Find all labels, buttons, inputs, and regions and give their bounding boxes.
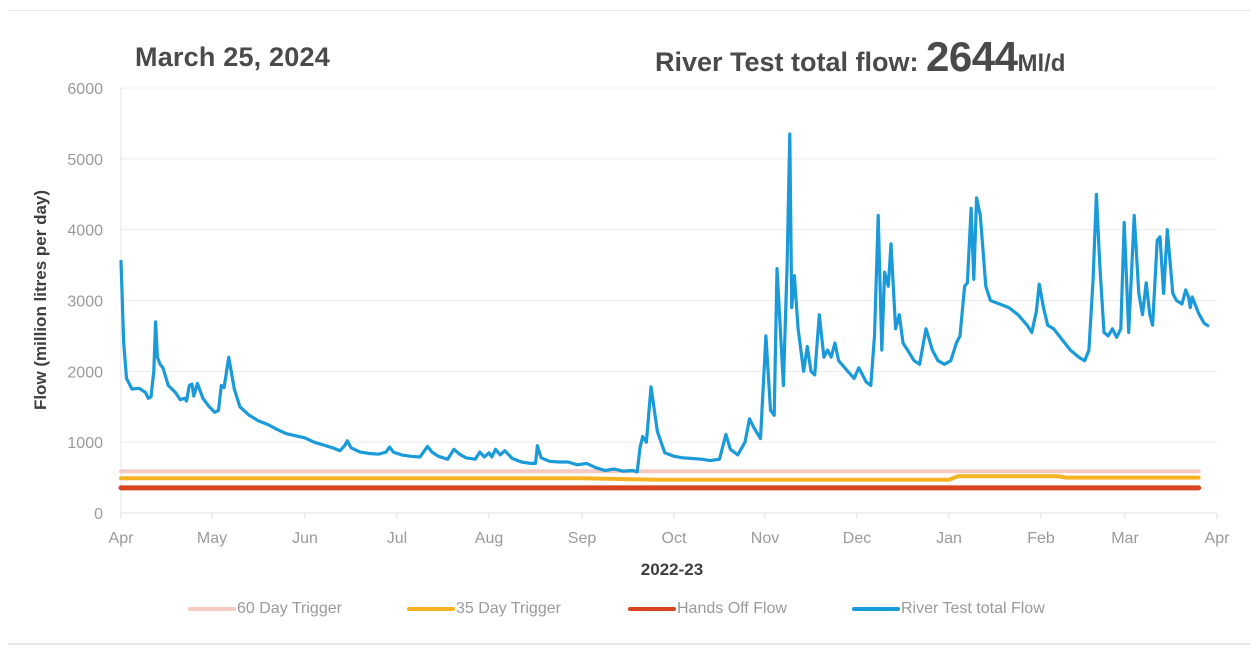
x-tick-label: Mar [1111, 530, 1139, 547]
x-tick-label: Oct [662, 530, 687, 547]
y-tick-label: 1000 [67, 435, 103, 452]
flow-title-unit: Ml/d [1017, 50, 1066, 77]
x-axis-ticks: Apr May Jun Jul Aug Sep Oct Nov Dec Jan Feb Mar Apr [109, 530, 1231, 547]
x-tick-label: May [197, 530, 227, 547]
chart-frame [8, 10, 1250, 645]
gridlines [120, 87, 1218, 519]
x-tick-label: Feb [1027, 530, 1055, 547]
flow-title-value: 2644 [926, 33, 1018, 80]
chart-legend: 60 Day Trigger 35 Day Trigger Hands Off … [0, 600, 1258, 622]
y-axis-label: Flow (million litres per day) [31, 190, 50, 410]
legend-item-60-day-trigger[interactable]: 60 Day Trigger [188, 600, 342, 618]
x-tick-label: Dec [843, 530, 871, 547]
x-tick-label: Apr [1205, 530, 1231, 547]
x-tick-label: Nov [751, 530, 779, 547]
series-lines [118, 132, 1210, 491]
x-tick-label: Sep [568, 530, 597, 547]
legend-item-35-day-trigger[interactable]: 35 Day Trigger [407, 600, 561, 618]
legend-label: River Test total Flow [901, 600, 1045, 617]
x-tick-label: Jun [292, 530, 318, 547]
y-axis-ticks: 0 1000 2000 3000 4000 5000 6000 [67, 81, 103, 523]
series-35-day-trigger [119, 474, 1201, 482]
y-tick-label: 2000 [67, 364, 103, 381]
x-tick-label: Apr [109, 530, 135, 547]
legend-swatch-60-day [188, 607, 236, 611]
legend-label: 60 Day Trigger [237, 600, 342, 617]
legend-swatch-35-day [407, 607, 455, 611]
legend-item-hands-off-flow[interactable]: Hands Off Flow [628, 600, 787, 618]
flow-title: River Test total flow: 2644Ml/d [655, 33, 1065, 81]
legend-label: 35 Day Trigger [456, 600, 561, 617]
x-axis-label: 2022-23 [641, 560, 703, 579]
y-tick-label: 5000 [67, 152, 103, 169]
line-chart: 0 1000 2000 3000 4000 5000 6000 Apr May Jun Jul Au… [31, 81, 1231, 579]
x-tick-label: Aug [475, 530, 503, 547]
legend-swatch-river-flow [852, 607, 900, 611]
date-title: March 25, 2024 [135, 42, 330, 72]
legend-swatch-hands-off [628, 607, 676, 611]
y-tick-label: 6000 [67, 81, 103, 98]
series-river-test-total-flow [119, 132, 1210, 474]
legend-label: Hands Off Flow [677, 600, 787, 617]
y-tick-label: 4000 [67, 223, 103, 240]
legend-item-river-test-total-flow[interactable]: River Test total Flow [852, 600, 1045, 618]
y-tick-label: 3000 [67, 294, 103, 311]
flow-title-label: River Test total flow: [655, 47, 927, 77]
y-tick-label: 0 [94, 506, 103, 523]
x-tick-label: Jan [936, 530, 962, 547]
x-tick-label: Jul [387, 530, 407, 547]
